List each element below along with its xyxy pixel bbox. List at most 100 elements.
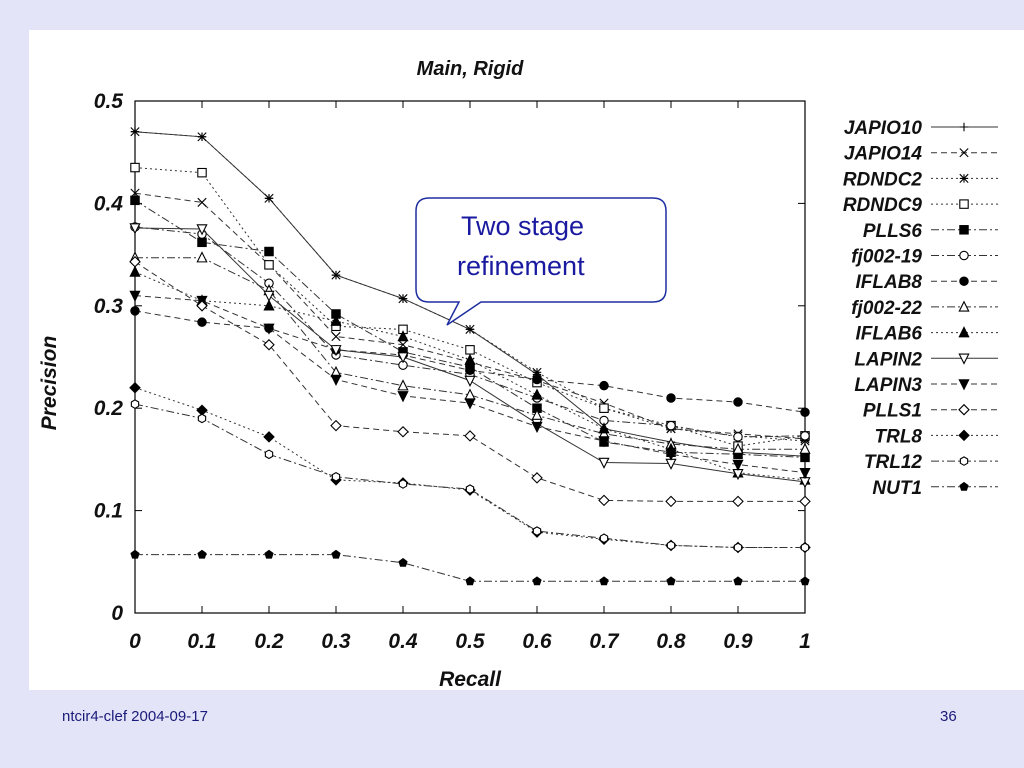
data-point-lapin2: [397, 352, 409, 364]
x-tick-label: 0.9: [723, 630, 753, 653]
y-axis-title: Precision: [38, 336, 61, 431]
legend-marker: [958, 403, 970, 416]
data-point-fj002-22: [196, 251, 208, 263]
legend-marker: [958, 429, 970, 442]
data-point-lapin3: [732, 459, 744, 471]
data-point-iflab6: [531, 388, 543, 400]
data-point-iflab6: [598, 422, 610, 434]
data-point-rdndc2: [264, 193, 274, 203]
legend-label: LAPIN3: [854, 375, 922, 396]
y-tick-label: 0: [111, 602, 123, 625]
x-axis-title: Recall: [439, 668, 502, 690]
data-point-fj002-22: [732, 442, 744, 454]
legend-item-plls6: PLLS6: [863, 221, 998, 242]
data-point-lapin3: [263, 323, 275, 335]
data-point-plls1: [799, 495, 811, 508]
data-point-lapin3: [464, 398, 476, 410]
data-point-plls1: [598, 494, 610, 507]
data-point-plls6: [130, 195, 140, 206]
legend-label: RDNDC9: [843, 195, 923, 216]
data-point-iflab8: [197, 317, 207, 327]
data-point-trl12: [599, 533, 609, 544]
legend-item-lapin3: LAPIN3: [854, 375, 998, 396]
slide-panel: Main, Rigid 0 0.1 0.2 0.3 0.4 0.5 0.6 0.7 0.8 0.9…: [29, 30, 1024, 690]
data-point-lapin3: [397, 391, 409, 403]
x-tick-label: 0.1: [187, 630, 216, 653]
data-point-lapin3: [330, 374, 342, 386]
data-point-nut1: [733, 576, 743, 586]
legend-label: fj002-19: [851, 247, 922, 268]
legend-marker: [959, 276, 969, 286]
data-point-plls1: [397, 425, 409, 438]
series-lapin3: [129, 290, 811, 480]
data-point-plls6: [197, 237, 207, 248]
data-point-nut1: [398, 557, 408, 567]
data-point-plls1: [263, 338, 275, 351]
data-point-iflab8: [532, 374, 542, 385]
data-point-lapin3: [598, 436, 610, 448]
data-point-plls1: [330, 419, 342, 432]
data-point-fj002-22: [799, 442, 811, 454]
data-point-plls1: [196, 300, 208, 312]
data-point-trl12: [398, 479, 408, 489]
data-point-rdndc9: [130, 162, 140, 173]
x-tick-label: 0.6: [522, 630, 552, 653]
data-point-iflab8: [733, 397, 743, 407]
data-point-lapin3: [665, 449, 677, 461]
legend-marker: [959, 122, 969, 132]
footer-text: ntcir4-clef 2004-09-17: [62, 708, 208, 725]
legend-label: PLLS1: [863, 401, 922, 422]
data-point-rdndc2: [398, 294, 408, 304]
legend-item-iflab6: IFLAB6: [856, 324, 998, 345]
legend-marker: [959, 148, 969, 158]
legend-label: IFLAB8: [856, 272, 923, 293]
data-point-nut1: [532, 576, 542, 586]
data-point-lapin2: [330, 345, 342, 357]
legend-item-rdndc2: RDNDC2: [843, 169, 998, 190]
data-point-trl12: [800, 542, 810, 553]
series-nut1: [130, 549, 810, 586]
x-tick-label: 0.8: [656, 630, 686, 653]
data-point-plls1: [464, 430, 476, 442]
data-point-lapin2: [196, 224, 208, 236]
series-line-plls1: [134, 261, 805, 502]
data-point-trl12: [532, 526, 542, 536]
data-point-plls1: [732, 495, 744, 508]
legend-marker: [958, 379, 970, 391]
data-point-iflab6: [330, 314, 342, 326]
series-line-trl12: [134, 403, 805, 548]
data-point-rdndc2: [800, 436, 810, 446]
series-plls1: [129, 255, 811, 508]
data-point-iflab8: [130, 306, 140, 316]
data-point-nut1: [465, 576, 475, 586]
legend-item-japio14: JAPIO14: [844, 144, 998, 165]
chart-title: Main, Rigid: [417, 58, 524, 80]
legend-marker: [959, 481, 969, 491]
x-tick-label: 1: [799, 630, 811, 653]
legend-label: PLLS6: [863, 221, 923, 242]
data-point-rdndc2: [532, 367, 542, 377]
x-tick-label: 0: [129, 630, 141, 653]
legend-label: NUT1: [872, 478, 922, 499]
data-point-trl12: [733, 542, 743, 553]
data-point-lapin2: [263, 290, 275, 302]
legend-marker: [959, 225, 969, 235]
data-point-rdndc9: [599, 403, 609, 413]
legend-label: RDNDC2: [843, 169, 923, 190]
legend-item-nut1: NUT1: [872, 478, 998, 499]
legend-item-fj002-22: fj002-22: [851, 298, 998, 319]
callout-line-1: Two stage: [461, 211, 584, 241]
legend-label: TRL8: [875, 426, 923, 447]
data-point-rdndc2: [130, 127, 140, 137]
y-tick-label: 0.3: [94, 295, 124, 318]
data-point-rdndc2: [197, 132, 207, 142]
legend-label: TRL12: [864, 452, 923, 473]
x-tick-label: 0.5: [455, 630, 485, 653]
data-point-lapin2: [598, 457, 610, 469]
data-point-iflab6: [263, 299, 275, 311]
data-point-nut1: [800, 576, 810, 586]
legend-item-trl8: TRL8: [875, 426, 998, 447]
data-point-trl12: [666, 540, 676, 551]
data-point-trl12: [331, 471, 341, 482]
data-point-iflab6: [464, 353, 476, 365]
